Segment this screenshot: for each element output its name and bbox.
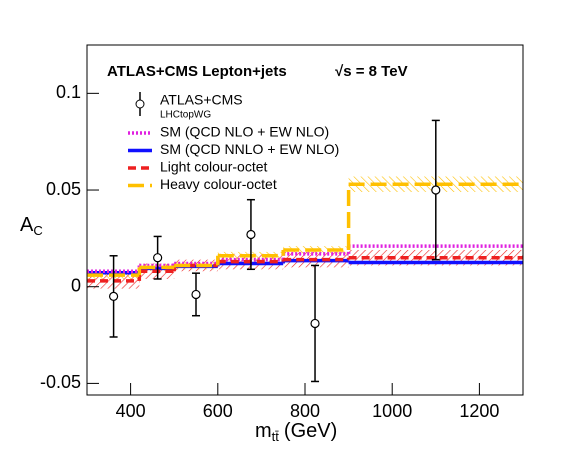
- legend-label: SM (QCD NNLO + EW NLO): [160, 141, 339, 157]
- data-point: [153, 253, 163, 263]
- x-tick-label: 800: [290, 401, 320, 421]
- x-label: mtt̄ (GeV): [255, 420, 337, 444]
- data-point: [310, 318, 320, 329]
- y-label: AC: [20, 214, 43, 238]
- chart-title: ATLAS+CMS Lepton+jets: [107, 63, 287, 80]
- data-point: [246, 229, 256, 240]
- legend-label: Light colour-octet: [160, 159, 268, 175]
- y-tick-label: 0.05: [46, 179, 81, 199]
- legend-label: ATLAS+CMS: [160, 92, 243, 108]
- y-tick-label: 0.1: [56, 82, 81, 102]
- data-point: [108, 291, 119, 301]
- chart-subtitle: √s = 8 TeV: [335, 63, 408, 80]
- y-tick-label: 0: [71, 275, 81, 295]
- data-point: [431, 185, 441, 195]
- frame: [86, 44, 524, 396]
- legend-label: Heavy colour-octet: [160, 176, 277, 192]
- legend-swatch: [135, 99, 145, 109]
- x-tick-label: 400: [116, 401, 146, 421]
- y-tick-label: -0.05: [40, 372, 81, 392]
- x-tick-label: 600: [203, 401, 233, 421]
- x-tick-label: 1000: [372, 401, 412, 421]
- data-point: [191, 289, 201, 300]
- legend-note: LHCtopWG: [160, 110, 211, 121]
- x-tick-label: 1200: [459, 401, 499, 421]
- legend-label: SM (QCD NLO + EW NLO): [160, 124, 329, 140]
